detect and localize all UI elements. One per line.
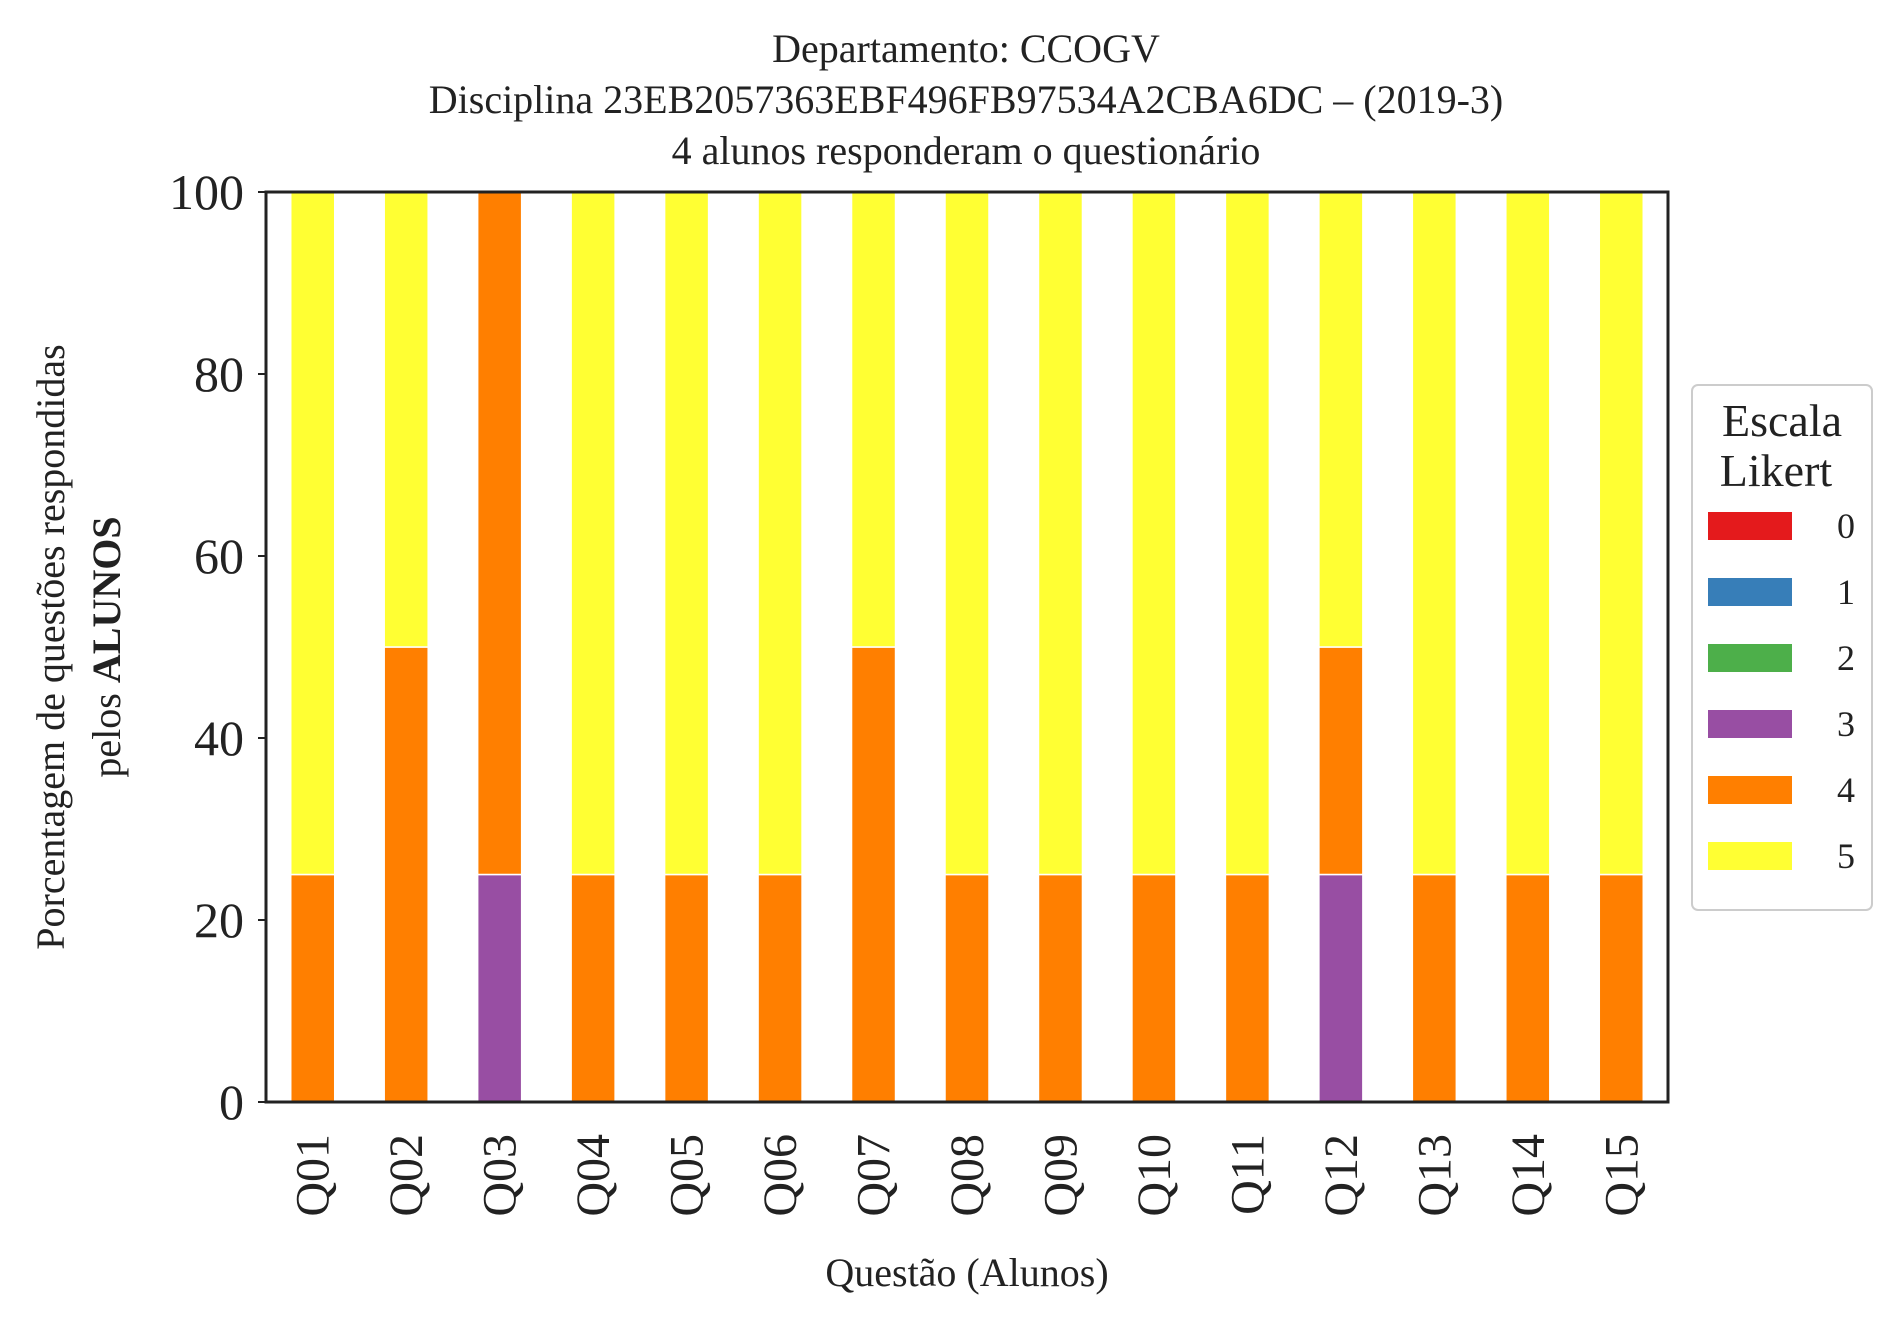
y-tick-label: 20	[194, 892, 244, 948]
bar-segment-q14-scale-5	[1505, 191, 1551, 876]
title-line-1: Departamento: CCOGV	[772, 26, 1160, 71]
x-tick-label-q01: Q01	[287, 1134, 340, 1217]
bar-segment-q03-scale-3	[476, 873, 523, 1103]
bar-segment-q08-scale-5	[944, 191, 990, 876]
x-tick-label-q11: Q11	[1221, 1134, 1274, 1215]
bar-segment-q12-scale-5	[1318, 191, 1364, 648]
x-tick-label-q12: Q12	[1315, 1134, 1368, 1217]
bar-segment-q05-scale-5	[663, 191, 710, 876]
y-axis-label-prefix: pelos	[84, 683, 129, 777]
legend-swatch-0	[1708, 512, 1792, 540]
bar-segment-q02-scale-4	[383, 646, 429, 1103]
legend-swatch-4	[1708, 776, 1792, 804]
x-tick-label-q15: Q15	[1595, 1134, 1648, 1217]
x-tick-label-q08: Q08	[941, 1134, 994, 1217]
x-tick-label-q05: Q05	[661, 1134, 714, 1217]
x-tick-label-q13: Q13	[1408, 1134, 1461, 1217]
bar-segment-q13-scale-5	[1411, 191, 1458, 876]
bar-segment-q10-scale-5	[1131, 191, 1177, 876]
bar-segment-q10-scale-4	[1131, 873, 1177, 1103]
bar-segment-q04-scale-4	[570, 873, 616, 1103]
title-line-2: Disciplina 23EB2057363EBF496FB97534A2CBA…	[429, 77, 1503, 122]
y-tick-label: 40	[194, 710, 244, 766]
x-tick-label-q07: Q07	[848, 1134, 901, 1217]
legend-items: 0 1 2 3 4 5	[1708, 506, 1855, 876]
x-tick-label-q09: Q09	[1034, 1134, 1087, 1217]
legend-swatch-1	[1708, 578, 1792, 606]
y-axis-ticks: 0 20 40 60 80 100	[169, 164, 266, 1130]
bar-segment-q11-scale-5	[1224, 191, 1271, 876]
bar-segment-q11-scale-4	[1224, 873, 1271, 1103]
bar-segment-q08-scale-4	[944, 873, 990, 1103]
x-tick-label-q14: Q14	[1502, 1134, 1555, 1217]
legend-label-1: 1	[1837, 572, 1855, 612]
y-tick-label: 60	[194, 528, 244, 584]
bar-segment-q07-scale-4	[850, 646, 897, 1103]
x-axis-ticks: Q01 Q02 Q03 Q04 Q05 Q06 Q07 Q08 Q09 Q10 Q11 Q12 Q13 Q…	[287, 1134, 1649, 1217]
bar-segment-q12-scale-4	[1318, 646, 1364, 876]
legend-swatch-3	[1708, 710, 1792, 738]
x-tick-label-q02: Q02	[380, 1134, 433, 1217]
x-axis-label: Questão (Alunos)	[825, 1250, 1108, 1295]
legend-swatch-5	[1708, 842, 1792, 870]
bar-segment-q03-scale-4	[476, 191, 523, 876]
legend-label-3: 3	[1837, 704, 1855, 744]
y-tick-label: 0	[219, 1074, 244, 1130]
legend-label-0: 0	[1837, 506, 1855, 546]
bar-segment-q09-scale-4	[1037, 873, 1084, 1103]
x-tick-label-q06: Q06	[754, 1134, 807, 1217]
y-tick-label: 100	[169, 164, 244, 220]
bar-segment-q12-scale-3	[1318, 873, 1364, 1103]
bar-segment-q05-scale-4	[663, 873, 710, 1103]
y-axis-label-line-2: pelos ALUNOS	[84, 516, 129, 777]
legend-title-line-2: Likert	[1720, 445, 1833, 496]
x-tick-label-q10: Q10	[1128, 1134, 1181, 1217]
legend-swatch-2	[1708, 644, 1792, 672]
bar-segment-q06-scale-5	[757, 191, 803, 876]
y-axis-label-bold: ALUNOS	[84, 516, 129, 683]
y-axis-label: Porcentagem de questões respondidas pelo…	[28, 344, 129, 949]
bar-segment-q04-scale-5	[570, 191, 616, 876]
bar-segment-q07-scale-5	[850, 191, 897, 648]
bar-segment-q15-scale-5	[1598, 191, 1645, 876]
x-tick-label-q03: Q03	[474, 1134, 527, 1217]
y-axis-label-line-1: Porcentagem de questões respondidas	[28, 344, 73, 949]
bar-segment-q09-scale-5	[1037, 191, 1084, 876]
bar-segment-q14-scale-4	[1505, 873, 1551, 1103]
bar-segment-q13-scale-4	[1411, 873, 1458, 1103]
bar-segment-q15-scale-4	[1598, 873, 1645, 1103]
legend-label-4: 4	[1837, 770, 1855, 810]
plot-area-frame	[264, 190, 1670, 1104]
y-tick-label: 80	[194, 346, 244, 402]
bar-segment-q02-scale-5	[383, 191, 429, 648]
title-line-3: 4 alunos responderam o questionário	[672, 128, 1261, 173]
bar-segment-q01-scale-5	[289, 191, 336, 876]
bars-layer	[289, 191, 1645, 1103]
legend: Escala Likert 0 1 2 3 4 5	[1691, 384, 1873, 911]
bar-segment-q06-scale-4	[757, 873, 803, 1103]
legend-title-line-1: Escala	[1722, 395, 1842, 446]
x-tick-label-q04: Q04	[567, 1134, 620, 1217]
chart-title: Departamento: CCOGV Disciplina 23EB20573…	[429, 26, 1503, 173]
legend-label-2: 2	[1837, 638, 1855, 678]
legend-label-5: 5	[1837, 836, 1855, 876]
bar-segment-q01-scale-4	[289, 873, 336, 1103]
